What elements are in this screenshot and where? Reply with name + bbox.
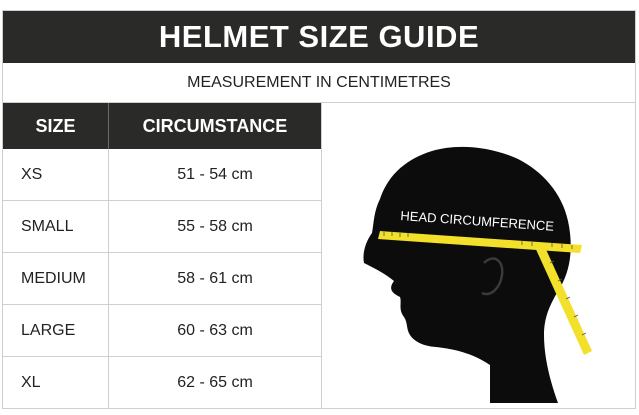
size-column-header: SIZE — [3, 103, 109, 149]
range-cell: 60 - 63 cm — [177, 321, 253, 339]
table-row: XS 51 - 54 cm — [3, 149, 321, 201]
tape-measure-end — [534, 245, 592, 355]
size-table: SIZE CIRCUMSTANCE XS 51 - 54 cm SMALL 55… — [3, 103, 321, 409]
tape-measure — [378, 231, 582, 253]
size-cell: XL — [3, 357, 109, 409]
range-cell: 58 - 61 cm — [177, 269, 253, 287]
range-cell: 55 - 58 cm — [177, 217, 253, 235]
head-measurement-illustration: HEAD CIRCUMFERENCE — [321, 103, 635, 409]
table-row: LARGE 60 - 63 cm — [3, 305, 321, 357]
circumference-column-header: CIRCUMSTANCE — [142, 115, 288, 136]
page-title: HELMET SIZE GUIDE — [3, 11, 635, 63]
measurement-unit-note: MEASUREMENT IN CENTIMETRES — [3, 63, 635, 103]
table-row: XL 62 - 65 cm — [3, 357, 321, 409]
table-row: SMALL 55 - 58 cm — [3, 201, 321, 253]
size-cell: LARGE — [3, 305, 109, 356]
table-row: MEDIUM 58 - 61 cm — [3, 253, 321, 305]
table-header: SIZE CIRCUMSTANCE — [3, 103, 321, 149]
size-cell: SMALL — [3, 201, 109, 252]
head-silhouette-icon: HEAD CIRCUMFERENCE — [363, 146, 592, 403]
size-cell: MEDIUM — [3, 253, 109, 304]
size-guide-card: HELMET SIZE GUIDE MEASUREMENT IN CENTIME… — [2, 10, 636, 409]
size-cell: XS — [3, 149, 109, 200]
range-cell: 51 - 54 cm — [177, 165, 253, 183]
range-cell: 62 - 65 cm — [177, 374, 253, 391]
head-silhouette — [363, 146, 571, 403]
